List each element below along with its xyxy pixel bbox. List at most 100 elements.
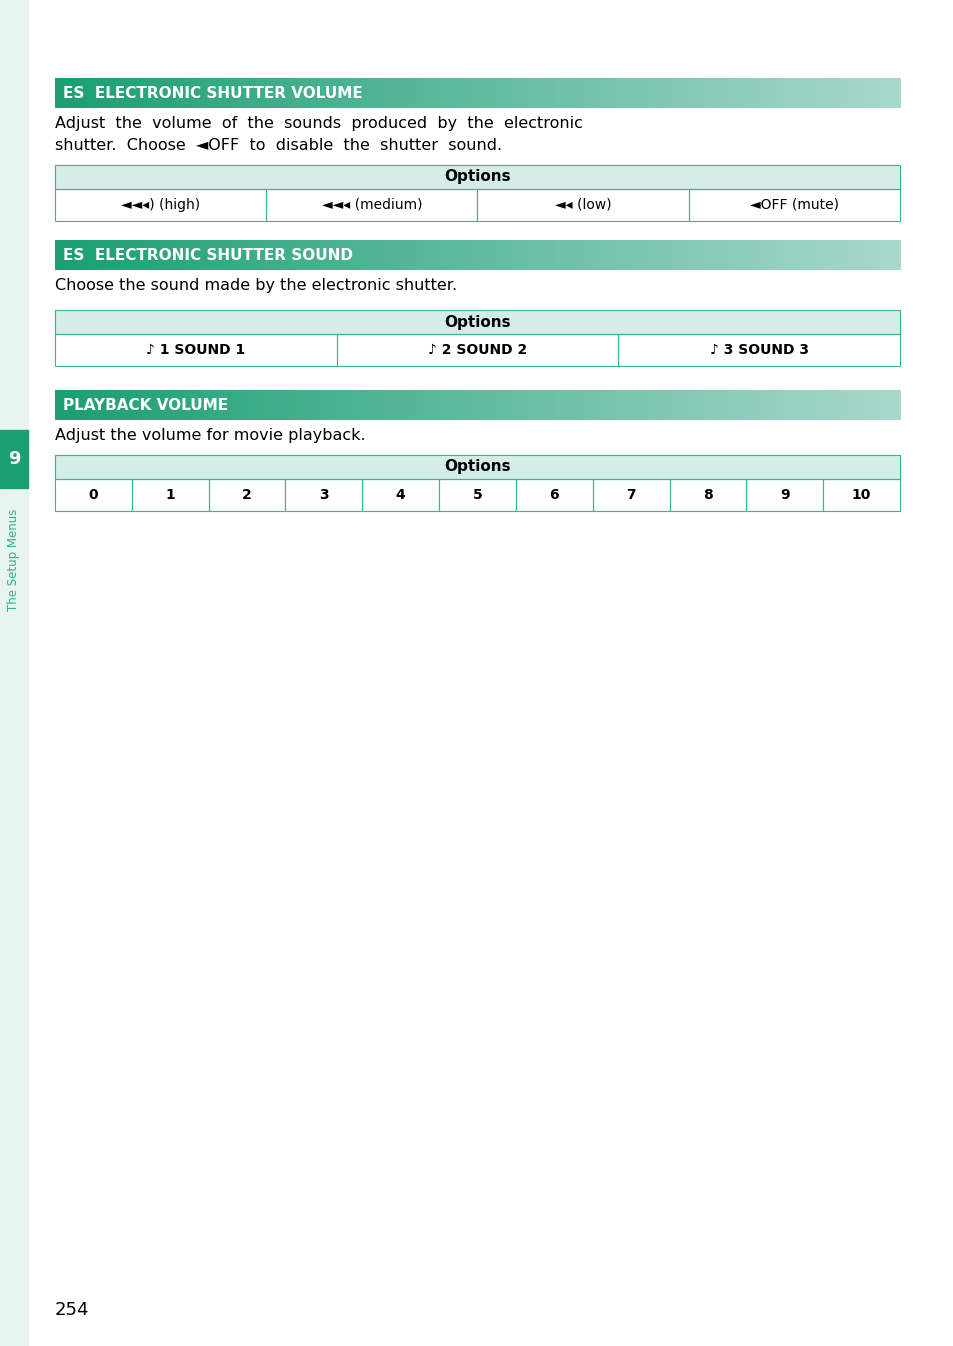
Bar bbox=[679, 240, 683, 271]
Bar bbox=[606, 78, 610, 108]
Bar bbox=[109, 390, 112, 420]
Bar bbox=[0, 0, 28, 1346]
Bar bbox=[598, 390, 601, 420]
Bar bbox=[538, 240, 542, 271]
Bar bbox=[286, 240, 290, 271]
Bar bbox=[387, 390, 391, 420]
Bar bbox=[632, 240, 636, 271]
Bar bbox=[55, 166, 899, 188]
Bar bbox=[449, 78, 453, 108]
Bar bbox=[193, 78, 196, 108]
Bar bbox=[426, 240, 430, 271]
Bar bbox=[761, 390, 765, 420]
Bar bbox=[564, 240, 568, 271]
Bar bbox=[477, 240, 481, 271]
Bar bbox=[452, 240, 456, 271]
Bar bbox=[168, 390, 172, 420]
Bar bbox=[727, 78, 731, 108]
Bar bbox=[665, 78, 669, 108]
Bar bbox=[401, 78, 405, 108]
Bar bbox=[345, 78, 349, 108]
Bar bbox=[112, 240, 115, 271]
Bar bbox=[851, 390, 855, 420]
Bar bbox=[756, 390, 760, 420]
Bar bbox=[528, 78, 532, 108]
Bar bbox=[538, 390, 542, 420]
Bar bbox=[387, 240, 391, 271]
Bar bbox=[109, 240, 112, 271]
Bar bbox=[184, 240, 188, 271]
Bar bbox=[322, 78, 326, 108]
Bar bbox=[128, 390, 132, 420]
Bar bbox=[378, 78, 382, 108]
Bar bbox=[145, 78, 149, 108]
Bar bbox=[209, 479, 285, 511]
Bar bbox=[94, 240, 98, 271]
Text: 0: 0 bbox=[89, 489, 98, 502]
Bar bbox=[880, 390, 883, 420]
Bar bbox=[64, 390, 68, 420]
Text: 8: 8 bbox=[702, 489, 712, 502]
Bar bbox=[618, 78, 621, 108]
Bar bbox=[781, 78, 784, 108]
Bar bbox=[882, 78, 886, 108]
Bar bbox=[446, 390, 450, 420]
Bar bbox=[477, 188, 688, 221]
Bar bbox=[638, 78, 641, 108]
Bar bbox=[581, 78, 585, 108]
Bar bbox=[173, 78, 177, 108]
Bar bbox=[89, 390, 92, 420]
Bar bbox=[739, 240, 742, 271]
Bar bbox=[286, 390, 290, 420]
Text: ES  ELECTRONIC SHUTTER SOUND: ES ELECTRONIC SHUTTER SOUND bbox=[63, 248, 353, 262]
Bar bbox=[514, 240, 517, 271]
Bar bbox=[452, 390, 456, 420]
Bar bbox=[775, 240, 779, 271]
Bar bbox=[339, 390, 343, 420]
Bar bbox=[187, 78, 191, 108]
Bar bbox=[416, 390, 419, 420]
Bar bbox=[413, 240, 416, 271]
Bar bbox=[460, 78, 464, 108]
Bar bbox=[351, 240, 355, 271]
Bar bbox=[674, 390, 678, 420]
Bar bbox=[655, 390, 659, 420]
Bar bbox=[659, 240, 663, 271]
Bar bbox=[66, 390, 70, 420]
Bar bbox=[156, 78, 160, 108]
Bar bbox=[457, 78, 461, 108]
Bar bbox=[795, 390, 799, 420]
Bar bbox=[325, 390, 329, 420]
Bar bbox=[741, 240, 745, 271]
Bar bbox=[375, 240, 379, 271]
Bar bbox=[860, 78, 863, 108]
Bar bbox=[466, 390, 470, 420]
Bar bbox=[331, 390, 335, 420]
Bar bbox=[877, 240, 881, 271]
Bar bbox=[210, 390, 213, 420]
Bar bbox=[171, 240, 174, 271]
Bar bbox=[840, 390, 843, 420]
Bar bbox=[564, 78, 568, 108]
Bar bbox=[801, 390, 804, 420]
Bar bbox=[100, 390, 104, 420]
Bar bbox=[370, 240, 374, 271]
Bar bbox=[348, 390, 352, 420]
Bar bbox=[420, 240, 424, 271]
Bar bbox=[339, 78, 343, 108]
Bar bbox=[356, 390, 360, 420]
Bar bbox=[525, 78, 529, 108]
Bar bbox=[86, 240, 90, 271]
Bar bbox=[789, 78, 793, 108]
Bar bbox=[528, 240, 532, 271]
Bar bbox=[620, 240, 624, 271]
Bar bbox=[460, 240, 464, 271]
Bar bbox=[77, 240, 81, 271]
Bar bbox=[806, 78, 810, 108]
Bar bbox=[300, 78, 304, 108]
Bar bbox=[739, 78, 742, 108]
Text: The Setup Menus: The Setup Menus bbox=[8, 509, 20, 611]
Bar bbox=[837, 240, 841, 271]
Bar bbox=[139, 390, 143, 420]
Bar bbox=[420, 390, 424, 420]
